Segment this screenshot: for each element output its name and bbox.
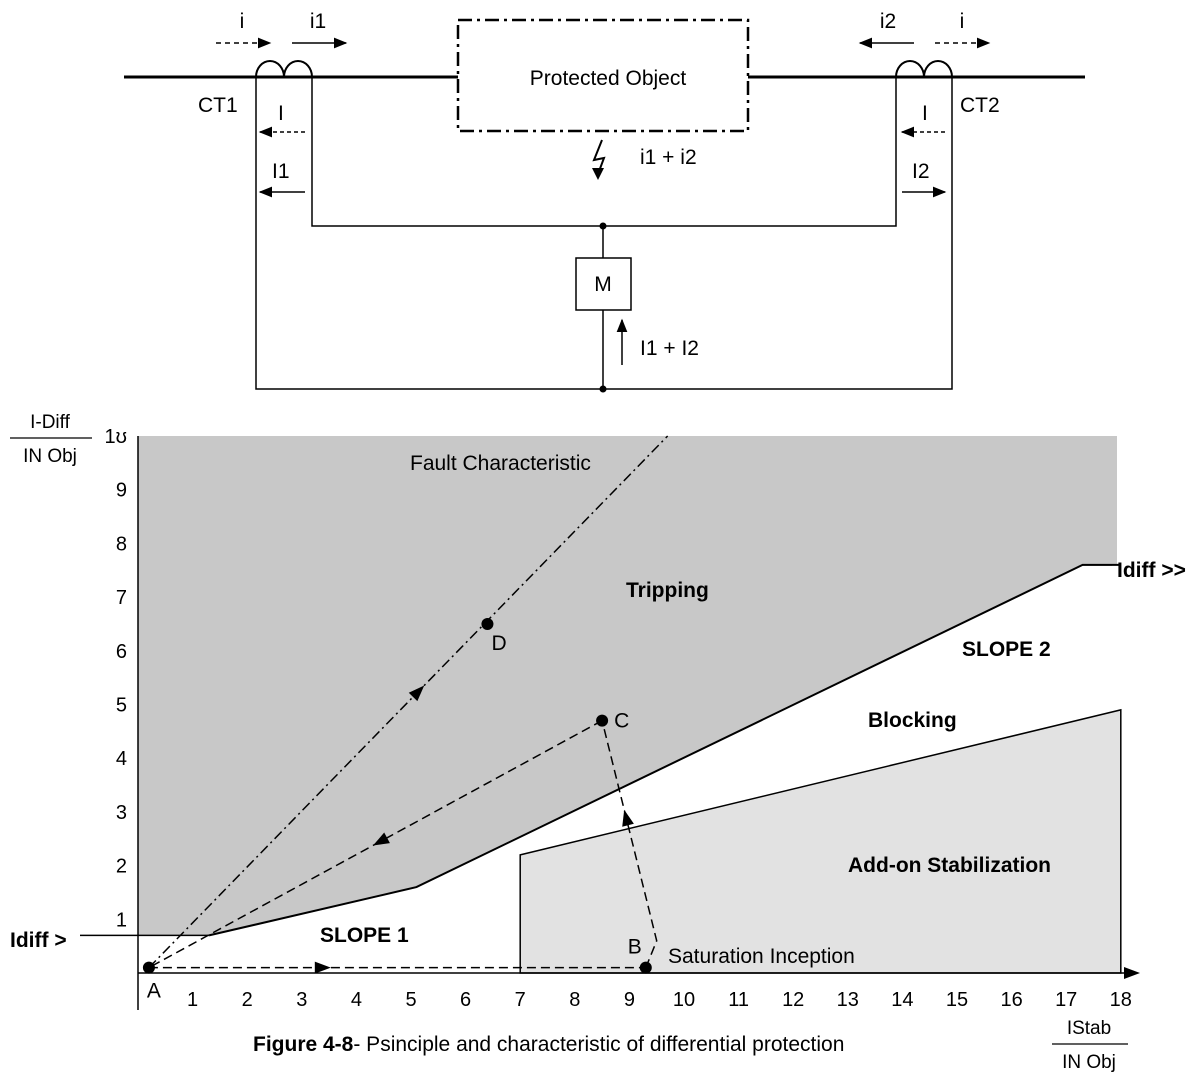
y-axis-label-denominator: IN Obj	[23, 446, 77, 467]
y-tick-label: 8	[116, 533, 127, 555]
y-tick-label: 4	[116, 748, 127, 770]
fault-line-arrowhead	[408, 685, 425, 702]
idiff-high-label: Idiff >>	[1117, 559, 1186, 582]
label-sec-I1: I1	[272, 160, 290, 183]
secondary-inner-loop	[311, 77, 897, 227]
x-tick-label: 18	[1110, 989, 1132, 1011]
point-b	[639, 961, 652, 974]
path-ca-arrowhead	[373, 832, 390, 846]
ct2-label: CT2	[960, 94, 1000, 117]
label-sec-i-left: I	[278, 102, 284, 125]
x-tick-label: 3	[296, 989, 307, 1011]
figure-caption: Figure 4-8- Psinciple and characteristic…	[253, 1033, 844, 1056]
label-i1-top: i1	[310, 10, 326, 33]
fault-current-label: i1 + i2	[640, 146, 697, 169]
x-tick-labels: 1 2 3 4 5 6 7 8 9 10 11 12 13 14 15 16 17 18	[187, 989, 1132, 1011]
point-label-d: D	[491, 632, 506, 655]
label-i2-top: i2	[880, 10, 896, 33]
path-bc-arrowhead	[622, 809, 634, 827]
ct1-coil	[255, 60, 313, 78]
characteristic-chart: 1 2 3 4 5 6 7 8 9 10 11 12 13 14 15 16 17 18 1234567891ʊ …	[10, 412, 1186, 1073]
x-tick-label: 5	[405, 989, 416, 1011]
x-axis-label-denominator: IN Obj	[1062, 1052, 1116, 1073]
slope2-label: SLOPE 2	[962, 638, 1051, 661]
x-tick-label: 2	[242, 989, 253, 1011]
ct1-label: CT1	[198, 94, 238, 117]
point-label-b: B	[628, 936, 642, 959]
ct2-coil	[895, 60, 953, 78]
secondary-outer-loop	[255, 77, 953, 390]
y-tick-label: 5	[116, 695, 127, 717]
junction-top	[599, 222, 607, 230]
x-tick-label: 14	[891, 989, 913, 1011]
point-a	[142, 961, 155, 974]
fault-characteristic-label: Fault Characteristic	[410, 452, 591, 475]
addon-stabilization-label: Add-on Stabilization	[848, 854, 1051, 877]
caption-figure-number: Figure 4-8	[253, 1033, 354, 1056]
caption-text: - Psinciple and characteristic of differ…	[353, 1033, 844, 1056]
x-tick-label: 13	[837, 989, 859, 1011]
label-i-right: i	[960, 10, 965, 33]
x-tick-label: 16	[1000, 989, 1022, 1011]
circuit-diagram: Protected Object M I1 + I2 i i1 i2 i CT1…	[124, 10, 1085, 393]
x-axis-label-numerator: IStab	[1067, 1018, 1111, 1039]
x-tick-label: 7	[515, 989, 526, 1011]
label-i-left: i	[240, 10, 245, 33]
tripping-label: Tripping	[626, 579, 709, 602]
x-axis-arrowhead	[1124, 967, 1140, 979]
y-tick-label: 2	[116, 856, 127, 878]
protected-object-label: Protected Object	[530, 67, 687, 90]
junction-bottom	[599, 385, 607, 393]
label-sec-I2: I2	[912, 160, 930, 183]
saturation-inception-label: Saturation Inception	[668, 945, 855, 968]
x-tick-label: 1	[187, 989, 198, 1011]
blocking-label: Blocking	[868, 709, 957, 732]
x-tick-label: 17	[1055, 989, 1077, 1011]
y-tick-label: 1	[116, 909, 127, 931]
label-sec-i-right: I	[922, 102, 928, 125]
x-tick-label: 15	[946, 989, 968, 1011]
point-c	[596, 714, 609, 727]
fault-characteristic-line	[148, 435, 669, 969]
meter-box	[575, 257, 632, 311]
protected-object-box	[456, 18, 750, 133]
state-points: A B C D	[142, 617, 652, 1003]
y-axis-label-numerator: I-Diff	[30, 412, 70, 433]
x-tick-label: 12	[782, 989, 804, 1011]
x-tick-label: 4	[351, 989, 362, 1011]
y-tick-label: 7	[116, 587, 127, 609]
meter-current-label: I1 + I2	[640, 337, 699, 360]
idiff-low-label: Idiff >	[10, 929, 67, 952]
x-tick-label: 11	[728, 989, 749, 1011]
x-tick-label: 10	[673, 989, 695, 1011]
y-tick-labels: 1 2 3 4 5 6 7 8 9 1ʊ	[105, 426, 128, 931]
x-tick-label: 8	[569, 989, 580, 1011]
x-tick-label: 6	[460, 989, 471, 1011]
path-b-to-c	[601, 720, 658, 968]
point-label-a: A	[147, 980, 161, 1003]
y-tick-label: 3	[116, 802, 127, 824]
meter-label: M	[594, 273, 612, 296]
x-tick-label: 9	[624, 989, 635, 1011]
y-tick-label: 6	[116, 641, 127, 663]
slope1-label: SLOPE 1	[320, 924, 409, 947]
y-tick-label: 9	[116, 480, 127, 502]
path-ab-arrowhead	[314, 961, 331, 974]
point-d	[481, 617, 494, 630]
point-label-c: C	[614, 710, 629, 733]
fault-arrowhead	[592, 168, 604, 180]
y-tick-label: 1ʊ	[105, 426, 128, 448]
fault-lightning-icon	[592, 139, 606, 175]
tripping-region	[138, 436, 1121, 936]
